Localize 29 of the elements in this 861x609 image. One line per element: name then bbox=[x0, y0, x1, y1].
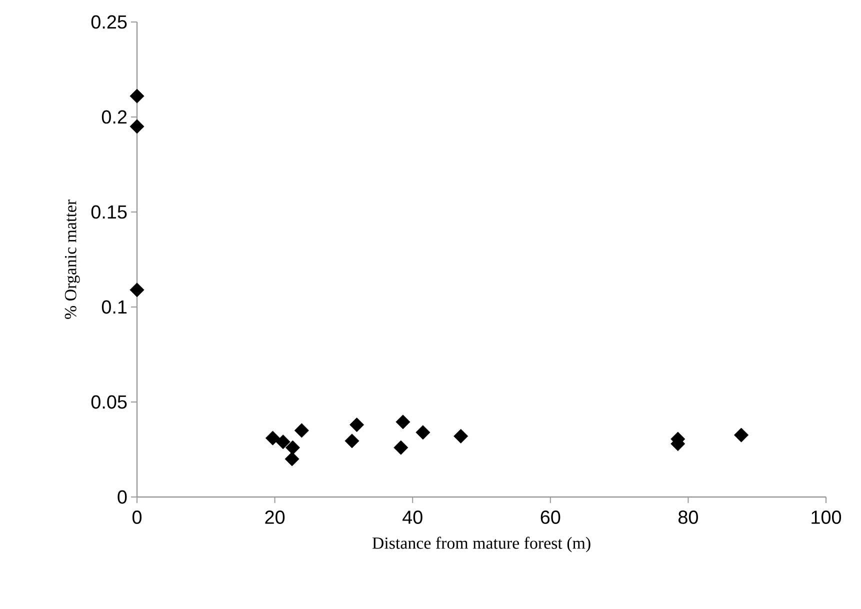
x-tick-label: 20 bbox=[265, 510, 285, 524]
point bbox=[396, 414, 410, 430]
y-tick-label: 0 bbox=[118, 490, 127, 504]
x-tick-label: 60 bbox=[540, 510, 560, 524]
point bbox=[285, 440, 300, 455]
x-tick-label: 80 bbox=[678, 510, 698, 524]
point bbox=[454, 428, 468, 444]
point bbox=[416, 425, 430, 440]
point bbox=[130, 282, 144, 298]
point bbox=[344, 434, 360, 448]
point bbox=[284, 452, 300, 466]
x-tick-label: 100 bbox=[812, 510, 842, 524]
point bbox=[276, 434, 290, 450]
point bbox=[350, 418, 364, 432]
y-tick-label: 0.1 bbox=[102, 300, 127, 314]
point bbox=[265, 430, 280, 446]
x-tick-label: 0 bbox=[132, 510, 142, 524]
x-axis-title: Distance from mature forest (m) bbox=[372, 536, 590, 552]
point bbox=[294, 423, 309, 438]
y-tick-label: 0.25 bbox=[91, 15, 127, 29]
x-tick-label: 40 bbox=[402, 510, 422, 524]
y-tick-label: 0.15 bbox=[91, 205, 127, 219]
point bbox=[130, 119, 144, 134]
point bbox=[394, 440, 408, 455]
point bbox=[734, 428, 749, 442]
y-axis-title: % Organic matter bbox=[64, 200, 80, 319]
y-tick-label: 0.2 bbox=[102, 110, 127, 124]
point bbox=[130, 88, 144, 104]
y-tick-label: 0.05 bbox=[91, 395, 127, 409]
